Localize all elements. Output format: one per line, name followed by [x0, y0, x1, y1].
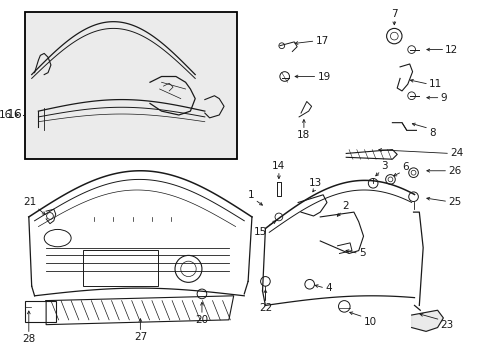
Text: 3: 3	[380, 161, 386, 171]
Text: 5: 5	[358, 248, 365, 258]
Text: 14: 14	[272, 161, 285, 171]
Polygon shape	[411, 310, 443, 332]
Text: 6: 6	[401, 162, 408, 172]
Text: 19: 19	[317, 72, 330, 81]
Text: 24: 24	[449, 148, 463, 158]
Text: 16: 16	[0, 110, 12, 120]
Text: 7: 7	[390, 9, 397, 19]
Text: 17: 17	[315, 36, 328, 46]
Text: 11: 11	[428, 79, 441, 89]
Text: 21: 21	[23, 197, 37, 207]
Text: 9: 9	[440, 93, 446, 103]
Bar	[82, 249, 157, 286]
Text: 16: 16	[6, 108, 22, 121]
Text: 13: 13	[308, 178, 322, 188]
Bar	[25, 12, 236, 159]
Text: 12: 12	[445, 45, 458, 55]
Text: 2: 2	[342, 201, 348, 211]
Text: 8: 8	[428, 129, 435, 139]
Text: 10: 10	[363, 317, 376, 327]
Text: 27: 27	[134, 332, 147, 342]
Text: 4: 4	[325, 283, 331, 293]
Text: 1: 1	[248, 190, 254, 199]
Bar	[25, 301, 56, 322]
Text: 18: 18	[297, 130, 310, 140]
Text: 25: 25	[447, 197, 461, 207]
Text: 20: 20	[195, 315, 208, 325]
Text: 23: 23	[440, 320, 453, 330]
Text: 28: 28	[22, 334, 35, 344]
Text: 15: 15	[254, 226, 267, 237]
Text: 26: 26	[447, 166, 461, 176]
Text: 22: 22	[258, 303, 271, 314]
